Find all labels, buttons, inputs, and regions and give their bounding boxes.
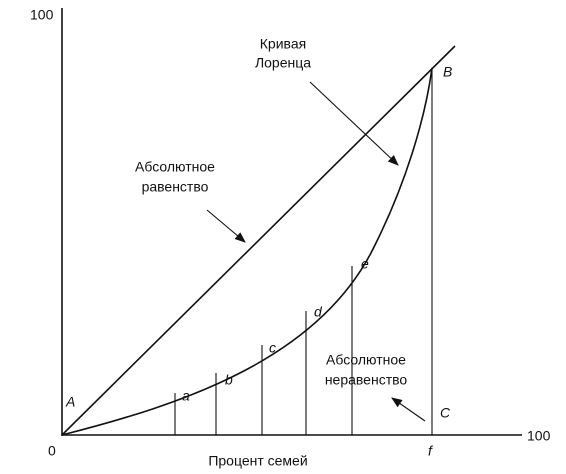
equality-line (61, 45, 456, 436)
point-label: A (65, 394, 75, 410)
annotation: Кривая (260, 36, 306, 52)
arrow (391, 397, 426, 422)
segment-label: c (269, 340, 276, 356)
lorenz-curve (61, 67, 433, 436)
segment-label: a (182, 388, 190, 404)
point-label: f (428, 443, 434, 459)
segment-label: b (225, 372, 233, 388)
x-max-label: 100 (527, 428, 551, 444)
annotation: равенство (142, 179, 209, 195)
point-label: B (443, 64, 452, 80)
annotation: Абсолютное (326, 352, 406, 368)
y-max-label: 100 (30, 7, 54, 23)
annotation: Абсолютное (135, 159, 215, 175)
annotation: Лоренца (255, 55, 311, 71)
arrow (309, 81, 399, 166)
annotation: неравенство (325, 372, 408, 388)
x-title: Процент семей (208, 453, 307, 469)
segment-label: d (314, 304, 323, 320)
segment-label: e (361, 256, 369, 272)
origin-label: 0 (48, 443, 56, 459)
arrow (206, 209, 246, 243)
point-label: C (440, 405, 451, 421)
